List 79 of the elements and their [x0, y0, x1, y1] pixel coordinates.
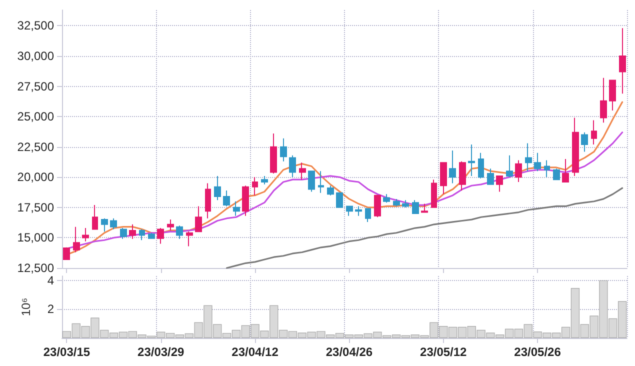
candlestick: [544, 160, 550, 178]
candlestick: [374, 194, 381, 218]
candlestick: [355, 206, 362, 216]
x-tick-label: 23/03/29: [138, 345, 185, 359]
candlestick: [440, 162, 447, 195]
x-tick-label: 23/05/12: [420, 345, 468, 359]
candlestick: [139, 228, 145, 241]
y-tick-label: 12,500: [17, 261, 54, 275]
y-axis-title: 10⁶: [19, 298, 33, 316]
candlestick: [609, 80, 616, 112]
candlestick: [402, 200, 409, 208]
candlestick: [63, 246, 70, 260]
candlestick: [468, 144, 475, 176]
candlestick: [186, 231, 193, 247]
candlestick: [449, 150, 456, 184]
candlestick: [591, 120, 597, 145]
candlestick: [562, 158, 569, 182]
candlestick: [308, 170, 315, 192]
candlestick: [412, 200, 419, 214]
x-tick-label: 23/04/12: [232, 345, 279, 359]
candlestick: [157, 228, 164, 244]
candlestick: [393, 198, 400, 207]
candlestick: [534, 152, 541, 172]
y-tick-label: 30,000: [17, 49, 54, 64]
y-tick-label: 2: [47, 302, 54, 316]
candlestick: [92, 204, 98, 230]
candlestick: [120, 228, 127, 240]
candlestick: [336, 192, 343, 208]
candlestick: [223, 190, 230, 207]
x-tick-label: 23/04/26: [326, 345, 373, 359]
candlestick: [496, 175, 503, 192]
candlestick: [110, 218, 117, 230]
candlestick: [346, 206, 353, 216]
candlestick: [195, 206, 202, 232]
candlestick: [383, 194, 390, 204]
candlestick: [515, 160, 522, 182]
candlestick: [299, 162, 306, 180]
candlestick: [270, 133, 277, 174]
x-tick-label: 23/05/26: [514, 345, 562, 359]
candlestick: [205, 182, 211, 219]
y-tick-label: 15,000: [17, 230, 54, 245]
y-tick-label: 22,500: [17, 140, 54, 154]
candlestick: [242, 185, 249, 216]
candlestick: [318, 170, 324, 194]
candlestick: [176, 225, 183, 240]
candlestick: [600, 77, 607, 124]
candlestick: [82, 228, 89, 242]
candlestick: [261, 175, 268, 185]
candlestick: [506, 154, 513, 178]
candlestick: [327, 185, 334, 196]
x-tick-label: 23/03/15: [43, 345, 90, 359]
candlestick: [73, 226, 80, 253]
candlestick: [365, 208, 371, 222]
y-tick-label: 17,500: [17, 200, 54, 214]
candlestick: [487, 168, 494, 185]
candlestick: [252, 176, 258, 196]
y-tick-label: 25,000: [17, 110, 54, 124]
candlestick: [167, 219, 174, 231]
candlestick: [421, 203, 428, 213]
candlestick: [148, 232, 155, 240]
y-tick-label: 4: [47, 273, 54, 288]
y-tick-label: 27,500: [17, 79, 54, 94]
candlestick: [525, 142, 532, 172]
candlestick: [129, 224, 136, 240]
candlestick: [572, 117, 579, 176]
candlestick: [233, 200, 240, 216]
candlestick: [478, 152, 484, 179]
candlestick: [459, 160, 466, 191]
candlestick: [553, 168, 560, 180]
line-series: [226, 187, 624, 269]
y-tick-label: 32,500: [17, 18, 54, 33]
candlestick: [101, 218, 108, 232]
candlestick: [619, 28, 626, 94]
candlestick: [581, 132, 588, 152]
y-tick-label: 20,000: [17, 170, 54, 184]
candlestick: [214, 175, 221, 201]
candlestick: [289, 154, 296, 178]
candlestick: [280, 138, 287, 162]
candlestick: [431, 179, 437, 208]
